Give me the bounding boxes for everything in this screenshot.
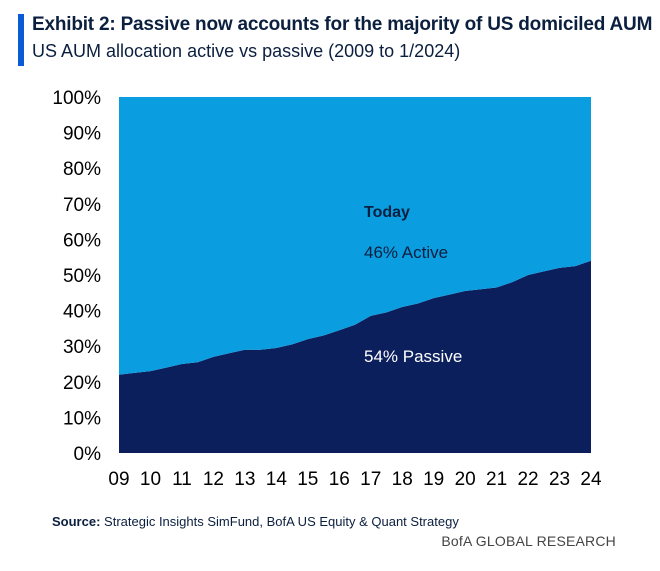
source-label: Source: (52, 514, 101, 529)
y-tick-label: 30% (63, 337, 101, 358)
x-tick-label: 24 (580, 469, 602, 490)
area-active (119, 97, 591, 375)
x-tick-label: 11 (172, 469, 192, 490)
x-tick-label: 17 (360, 469, 381, 490)
x-tick-label: 10 (140, 469, 161, 490)
y-axis: 0% 10% 20% 30% 40% 50% 60% 70% 80% 90% 100% (52, 88, 101, 465)
y-tick-label: 40% (63, 302, 101, 323)
x-tick-label: 12 (203, 469, 224, 490)
y-tick-label: 90% (63, 124, 101, 145)
x-axis: 09 10 11 12 13 14 15 16 17 18 19 20 21 22 23 24 (108, 469, 602, 490)
chart-subtitle: US AUM allocation active vs passive (200… (32, 41, 461, 61)
title-accent-bar (18, 14, 24, 66)
y-tick-label: 20% (63, 373, 101, 394)
x-tick-label: 15 (297, 469, 318, 490)
y-tick-label: 80% (63, 159, 101, 180)
x-tick-label: 16 (329, 469, 350, 490)
area-passive (119, 260, 591, 453)
y-tick-label: 10% (63, 408, 101, 429)
chart-annotations: Today 46% Active 54% Passive (364, 204, 462, 366)
chart-areas (119, 97, 591, 453)
x-tick-label: 14 (266, 469, 288, 490)
annotation-today: Today (364, 204, 410, 221)
y-tick-label: 70% (63, 195, 101, 216)
y-tick-label: 60% (63, 230, 101, 251)
x-tick-label: 19 (423, 469, 444, 490)
brand-label: BofA GLOBAL RESEARCH (441, 533, 616, 549)
source-text: Strategic Insights SimFund, BofA US Equi… (104, 514, 459, 529)
annotation-active: 46% Active (364, 243, 448, 262)
x-tick-label: 21 (486, 469, 507, 490)
x-tick-label: 09 (108, 469, 129, 490)
y-tick-label: 100% (52, 88, 101, 109)
chart-title: Exhibit 2: Passive now accounts for the … (32, 14, 653, 35)
x-tick-label: 18 (392, 469, 413, 490)
x-tick-label: 22 (517, 469, 538, 490)
x-tick-label: 23 (549, 469, 570, 490)
x-tick-label: 13 (234, 469, 255, 490)
source-note: Source: Strategic Insights SimFund, BofA… (52, 514, 459, 529)
annotation-passive: 54% Passive (364, 347, 462, 366)
y-tick-label: 0% (74, 444, 102, 465)
y-tick-label: 50% (63, 266, 101, 287)
x-tick-label: 20 (455, 469, 476, 490)
